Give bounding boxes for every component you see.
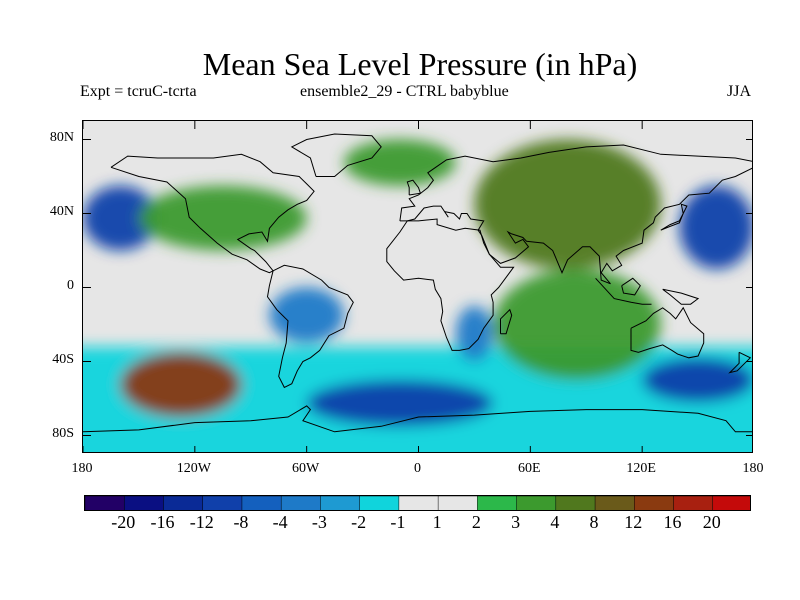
field-region [120, 352, 242, 417]
colorbar-label: 4 [550, 512, 560, 532]
colorbar-box [163, 496, 204, 510]
colorbar-label: -20 [111, 512, 136, 532]
colorbar-box [359, 496, 400, 510]
colorbar-label: -8 [233, 512, 249, 532]
x-tick-label: 180 [742, 461, 764, 476]
coastline [266, 264, 354, 389]
colorbar-label: 8 [589, 512, 599, 532]
y-tick-label: 80S [52, 425, 74, 441]
field-region [493, 269, 661, 380]
colorbar-label: -3 [311, 512, 327, 532]
coastline [83, 405, 752, 433]
coastline [595, 277, 652, 305]
x-tick-label: 0 [414, 461, 421, 476]
field-region [642, 357, 752, 403]
colorbar-label: -4 [272, 512, 288, 532]
colorbar-label: 20 [702, 512, 721, 532]
coastline [621, 277, 641, 296]
colorbar-box [85, 496, 125, 510]
coastline [110, 153, 315, 274]
coastline [728, 351, 752, 374]
field-region [306, 380, 494, 427]
colorbar-box [673, 496, 714, 510]
subtitle-experiment: Expt = tcruC-tcrta [80, 83, 197, 100]
colorbar-box [280, 496, 322, 510]
x-tick-label: 180 [71, 461, 93, 476]
x-tick-label: 60E [518, 461, 541, 476]
coastline [406, 179, 422, 196]
coastline [500, 308, 513, 335]
subtitle-season: JJA [727, 83, 752, 100]
map-plot [82, 120, 753, 453]
coastline [290, 133, 382, 177]
y-tick-label: 80N [49, 129, 74, 145]
colorbar-label: 1 [432, 512, 442, 532]
colorbar-box [202, 496, 243, 510]
map-svg [83, 121, 752, 452]
colorbar-label: -1 [390, 512, 406, 532]
coastline [399, 144, 752, 221]
colorbar-label: 16 [663, 512, 682, 532]
x-tick-label: 120E [626, 461, 656, 476]
field-region [269, 287, 344, 343]
colorbar-box [712, 496, 750, 510]
y-tick-label: 40S [52, 351, 74, 367]
field-region [474, 139, 661, 269]
colorbar-box [398, 496, 439, 510]
field-region [83, 185, 158, 251]
chart-title: Mean Sea Level Pressure (in hPa) [202, 46, 638, 82]
colorbar-label: -16 [150, 512, 175, 532]
colorbar-box [594, 496, 636, 510]
y-tick-label: 40N [49, 203, 74, 219]
field-region [343, 139, 456, 186]
colorbar-box [241, 496, 282, 510]
field-region [455, 306, 494, 362]
y-tick-label: 0 [67, 277, 74, 293]
coastline [662, 288, 700, 305]
coastline [630, 306, 705, 359]
colorbar-box [477, 496, 518, 510]
coastline [399, 167, 752, 285]
x-tick-label: 120W [176, 461, 211, 476]
coastline [660, 203, 688, 231]
x-tick-label: 60W [292, 461, 320, 476]
subtitle-ensemble: ensemble2_29 - CTRL babyblue [300, 83, 509, 100]
field-region [679, 185, 752, 269]
colorbar-label: 12 [624, 512, 643, 532]
colorbar-box [555, 496, 596, 510]
coastline [386, 218, 515, 351]
colorbar-box [634, 496, 675, 510]
colorbar-box [516, 496, 557, 510]
colorbar-box [123, 496, 165, 510]
colorbar-box [437, 496, 479, 510]
colorbar-label: 3 [511, 512, 521, 532]
colorbar-label: -2 [351, 512, 367, 532]
colorbar-label: 2 [471, 512, 481, 532]
colorbar-label: -12 [189, 512, 214, 532]
colorbar [84, 495, 751, 511]
field-region [138, 185, 307, 251]
colorbar-box [320, 496, 361, 510]
